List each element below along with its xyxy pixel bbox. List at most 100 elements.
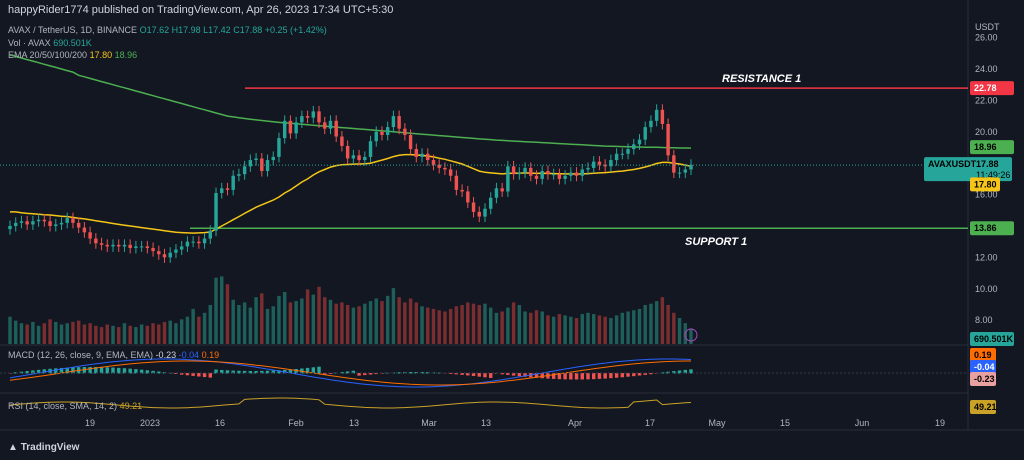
candle-body <box>185 241 190 247</box>
macd-histogram-bar <box>117 367 121 374</box>
macd-tag-bg <box>970 348 996 362</box>
volume-bar <box>139 324 144 344</box>
candle-body <box>500 188 504 192</box>
candle-body <box>443 167 447 170</box>
macd-histogram-bar <box>145 370 150 374</box>
macd-histogram-bar <box>8 373 12 374</box>
volume-bar <box>197 316 201 344</box>
volume-bar <box>488 307 493 344</box>
candle-body <box>65 218 69 223</box>
volume-bar <box>317 286 321 344</box>
candle-body <box>551 174 556 176</box>
ohlc-open: O17.62 <box>139 25 170 35</box>
volume-bar <box>48 319 52 344</box>
volume-bar <box>460 305 464 344</box>
volume-bar <box>626 311 630 344</box>
macd-histogram-bar <box>460 373 464 375</box>
volume-bar <box>363 303 367 344</box>
macd-histogram-bar <box>305 367 310 374</box>
candle-body <box>483 208 487 217</box>
macd-histogram-bar <box>677 370 682 374</box>
volume-bar <box>214 277 218 344</box>
volume-bar <box>483 303 487 344</box>
candle-body <box>431 160 436 165</box>
volume-bar <box>122 323 127 344</box>
macd-histogram-bar <box>632 373 636 377</box>
volume-bar <box>8 316 12 344</box>
candle-body <box>357 155 361 161</box>
volume-bar <box>265 308 270 344</box>
volume-bar <box>174 323 178 344</box>
volume-bar <box>672 312 676 344</box>
candle-body <box>385 127 390 135</box>
volume-bar <box>408 298 413 344</box>
volume-bar <box>88 323 92 344</box>
macd-histogram-bar <box>134 369 138 374</box>
x-tick-label: Mar <box>421 418 437 428</box>
currency-label: USDT <box>975 22 1000 32</box>
macd-histogram-bar <box>586 373 590 380</box>
x-tick-label: 19 <box>85 418 95 428</box>
candle-body <box>220 188 224 194</box>
volume-bar <box>345 305 350 344</box>
volume-bar <box>620 312 625 344</box>
candle-body <box>689 164 693 170</box>
x-tick-label: Feb <box>288 418 304 428</box>
candle-body <box>288 120 293 134</box>
candle-body <box>614 153 619 161</box>
macd-histogram-bar <box>317 366 321 374</box>
volume-bar <box>282 292 287 344</box>
candle-body <box>591 161 596 168</box>
candle-body <box>569 172 573 176</box>
volume-bar <box>19 323 24 344</box>
volume-label: Vol · AVAX <box>8 38 51 48</box>
macd-histogram-bar <box>122 368 127 374</box>
macd-histogram-bar <box>225 370 230 374</box>
volume-bar <box>385 295 390 344</box>
publish-header: happyRider1774 published on TradingView.… <box>8 4 394 16</box>
candle-body <box>111 244 115 247</box>
macd-histogram-bar <box>71 367 75 374</box>
volume-bar <box>380 301 384 344</box>
macd-histogram-bar <box>540 373 544 379</box>
candle-body <box>511 166 516 175</box>
x-tick-label: May <box>708 418 726 428</box>
macd-tag-bg <box>970 372 996 386</box>
volume-bar <box>323 297 327 344</box>
macd-histogram-bar <box>94 367 98 374</box>
volume-bar <box>300 298 304 344</box>
candle-body <box>345 145 350 159</box>
symbol-legend: AVAX / TetherUS, 1D, BINANCE O17.62 H17.… <box>8 25 327 35</box>
macd-histogram-bar <box>65 367 69 374</box>
candle-body <box>31 221 35 225</box>
candle-body <box>471 202 476 212</box>
macd-histogram-bar <box>277 370 281 374</box>
volume-bar <box>151 323 155 344</box>
rsi-value: 49.21 <box>119 401 143 411</box>
candle-body <box>460 189 464 192</box>
volume-bar <box>397 297 401 344</box>
volume-bar <box>231 299 235 344</box>
volume-bar <box>328 299 333 344</box>
volume-bar <box>71 321 75 344</box>
macd-histogram-bar <box>220 369 224 374</box>
candle-body <box>82 227 87 233</box>
candle-body <box>157 251 161 255</box>
x-tick-label: 17 <box>645 418 655 428</box>
candle-body <box>403 128 407 135</box>
tradingview-logo[interactable]: ▲ TradingView <box>8 442 80 453</box>
volume-bar <box>603 316 607 344</box>
x-tick-label: Apr <box>568 418 582 428</box>
macd-histogram-bar <box>408 372 413 374</box>
candle-body <box>420 153 424 157</box>
candle-body <box>294 122 298 134</box>
volume-bar <box>25 324 29 344</box>
volume-bar <box>666 305 670 344</box>
volume-bar <box>220 276 224 344</box>
macd-histogram-bar <box>139 369 144 374</box>
volume-bar <box>609 318 613 344</box>
symbol-price-box <box>924 157 1012 182</box>
volume-bar <box>254 297 258 344</box>
volume-bar <box>437 310 441 344</box>
